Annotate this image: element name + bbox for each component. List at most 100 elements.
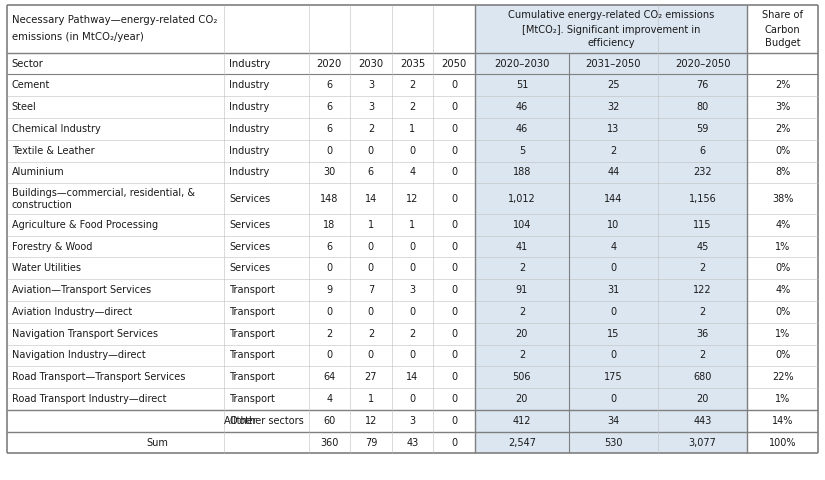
Bar <box>309 118 350 140</box>
Bar <box>224 345 309 366</box>
Text: 2: 2 <box>519 350 525 360</box>
Bar <box>658 118 747 140</box>
Bar <box>433 345 475 366</box>
Text: 2: 2 <box>409 102 416 112</box>
Bar <box>433 74 475 96</box>
Text: 14%: 14% <box>772 416 794 426</box>
Text: 104: 104 <box>512 220 531 230</box>
Text: 2: 2 <box>700 307 705 317</box>
Bar <box>7 162 224 183</box>
Text: 188: 188 <box>512 168 531 178</box>
Bar <box>7 388 224 410</box>
Bar <box>475 214 569 236</box>
Text: 0: 0 <box>368 241 374 252</box>
Bar <box>7 236 224 257</box>
Bar <box>7 214 224 236</box>
Bar <box>309 140 350 162</box>
Bar <box>747 96 818 118</box>
Text: 2: 2 <box>610 146 616 156</box>
Text: 59: 59 <box>696 124 709 134</box>
Bar <box>475 388 569 410</box>
Text: 91: 91 <box>516 285 528 295</box>
Text: Forestry & Wood: Forestry & Wood <box>12 241 92 252</box>
Bar <box>569 5 658 53</box>
Bar <box>658 96 747 118</box>
Text: 4: 4 <box>610 241 616 252</box>
Text: 41: 41 <box>516 241 528 252</box>
Bar <box>658 388 747 410</box>
Text: 144: 144 <box>604 193 623 204</box>
Bar <box>658 236 747 257</box>
Text: 14: 14 <box>407 372 418 382</box>
Text: 443: 443 <box>693 416 712 426</box>
Text: 0: 0 <box>409 307 416 317</box>
Bar <box>475 162 569 183</box>
Text: 1,156: 1,156 <box>689 193 716 204</box>
Text: 506: 506 <box>512 372 531 382</box>
Bar <box>7 53 224 74</box>
Bar <box>7 183 224 214</box>
Bar <box>475 301 569 323</box>
Text: 0: 0 <box>409 146 416 156</box>
Text: Transport: Transport <box>229 350 276 360</box>
Bar <box>658 74 747 96</box>
Text: Necessary Pathway—energy-related CO₂: Necessary Pathway—energy-related CO₂ <box>12 15 217 25</box>
Bar <box>747 214 818 236</box>
Bar <box>224 214 309 236</box>
Text: 0: 0 <box>451 350 457 360</box>
Text: 1: 1 <box>409 220 416 230</box>
Text: 175: 175 <box>604 372 623 382</box>
Bar <box>309 214 350 236</box>
Bar <box>350 301 392 323</box>
Text: 38%: 38% <box>772 193 794 204</box>
Bar <box>433 432 475 454</box>
Text: Water Utilities: Water Utilities <box>12 264 81 273</box>
Bar <box>658 345 747 366</box>
Text: 0: 0 <box>451 146 457 156</box>
Text: 4: 4 <box>409 168 416 178</box>
Text: 3: 3 <box>368 80 374 90</box>
Text: 3: 3 <box>409 285 416 295</box>
Text: 0: 0 <box>451 264 457 273</box>
Bar <box>350 345 392 366</box>
Bar <box>309 279 350 301</box>
Bar <box>350 257 392 279</box>
Text: 0: 0 <box>409 350 416 360</box>
Text: 79: 79 <box>365 438 377 447</box>
Text: Transport: Transport <box>229 394 276 404</box>
Text: Buildings—commercial, residential, &: Buildings—commercial, residential, & <box>12 188 195 198</box>
Text: 4%: 4% <box>776 220 790 230</box>
Text: 2%: 2% <box>775 80 790 90</box>
Text: Chemical Industry: Chemical Industry <box>12 124 101 134</box>
Bar <box>7 118 224 140</box>
Text: 2020–2030: 2020–2030 <box>494 59 549 69</box>
Text: Aviation Industry—direct: Aviation Industry—direct <box>12 307 132 317</box>
Text: 60: 60 <box>323 416 336 426</box>
Text: 0: 0 <box>451 416 457 426</box>
Bar <box>224 410 309 432</box>
Text: 6: 6 <box>326 102 332 112</box>
Bar <box>569 410 658 432</box>
Text: 680: 680 <box>693 372 712 382</box>
Bar <box>309 388 350 410</box>
Text: 20: 20 <box>516 394 528 404</box>
Text: 0: 0 <box>368 264 374 273</box>
Bar <box>433 162 475 183</box>
Bar <box>475 5 569 53</box>
Bar <box>433 5 475 53</box>
Bar <box>392 410 433 432</box>
Bar <box>475 432 569 454</box>
Text: 1: 1 <box>368 394 374 404</box>
Text: Steel: Steel <box>12 102 36 112</box>
Bar <box>658 214 747 236</box>
Bar <box>747 257 818 279</box>
Bar <box>747 366 818 388</box>
Bar <box>569 96 658 118</box>
Text: Cement: Cement <box>12 80 50 90</box>
Text: 1%: 1% <box>776 329 790 339</box>
Text: Sector: Sector <box>12 59 44 69</box>
Text: 0: 0 <box>451 329 457 339</box>
Bar <box>392 236 433 257</box>
Text: 6: 6 <box>326 124 332 134</box>
Text: 2,547: 2,547 <box>508 438 536 447</box>
